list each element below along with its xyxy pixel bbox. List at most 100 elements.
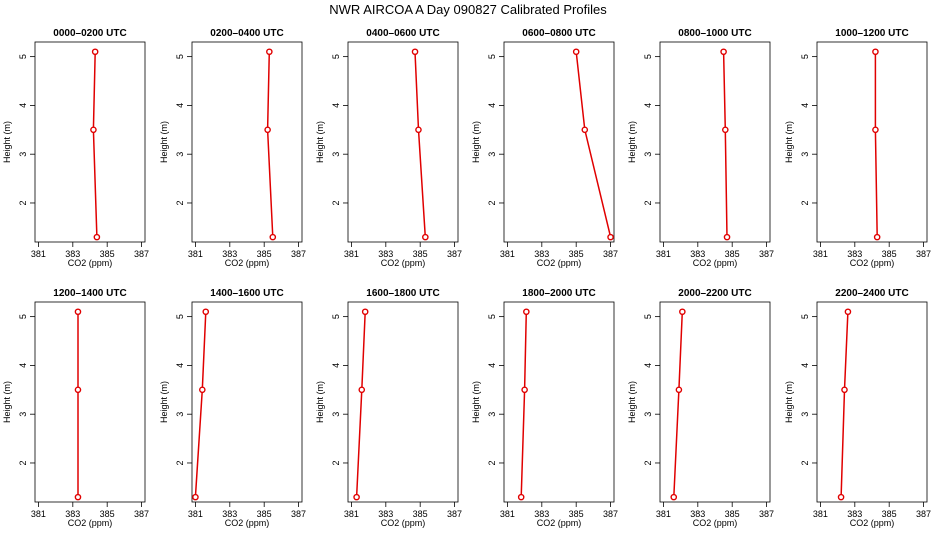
x-tick-label: 387: [447, 249, 462, 259]
y-tick-label: 4: [175, 103, 185, 108]
x-axis-label: CO2 (ppm): [537, 258, 582, 268]
profile-line: [874, 51, 878, 238]
data-point: [523, 308, 530, 316]
x-axis-label: CO2 (ppm): [693, 258, 738, 268]
y-axis-label: Height (m): [315, 381, 325, 423]
y-tick-label: 3: [175, 412, 185, 417]
panel-5: 0800–1000 UTC 381 383 385 387 2 3 4 5 CO2 (ppm) He…: [627, 28, 774, 268]
data-point: [422, 233, 429, 241]
x-tick-label: 385: [569, 249, 584, 259]
panel-title: 0400–0600 UTC: [366, 28, 439, 39]
panel-6: 1000–1200 UTC 381 383 385 387 2 3 4 5 CO2 (ppm) He…: [784, 28, 931, 268]
figure-title: NWR AIRCOA A Day 090827 Calibrated Profi…: [329, 2, 607, 17]
data-point: [723, 233, 731, 241]
x-tick-label: 385: [725, 509, 740, 519]
data-point: [872, 126, 879, 134]
plot-frame: [347, 301, 459, 503]
x-axis-label: CO2 (ppm): [68, 518, 113, 528]
panel-title: 1200–1400 UTC: [53, 288, 126, 299]
y-tick-label: 2: [18, 460, 28, 465]
y-tick-label: 3: [18, 412, 28, 417]
panel-title: 1600–1800 UTC: [366, 288, 439, 299]
x-axis-label: CO2 (ppm): [381, 518, 426, 528]
x-tick-label: 383: [378, 249, 393, 259]
x-axis-label: CO2 (ppm): [850, 518, 895, 528]
y-tick-label: 5: [331, 54, 341, 59]
panel-title: 0000–0200 UTC: [53, 28, 126, 39]
panel-title: 0200–0400 UTC: [210, 28, 283, 39]
data-point: [199, 386, 206, 394]
plot-frame: [659, 301, 771, 503]
panel-title: 0800–1000 UTC: [678, 28, 751, 39]
x-axis-label: CO2 (ppm): [693, 518, 738, 528]
y-tick-label: 3: [487, 152, 497, 157]
data-point: [353, 493, 360, 501]
x-tick-label: 381: [344, 249, 359, 259]
x-tick-label: 385: [882, 509, 897, 519]
y-tick-label: 5: [331, 314, 341, 319]
x-tick-label: 385: [882, 249, 897, 259]
y-tick-label: 2: [487, 460, 497, 465]
panel-1: 0000–0200 UTC 381 383 385 387 2 3 4 5 CO2 (ppm) He…: [2, 28, 149, 268]
panel-2: 0200–0400 UTC 381 383 385 387 2 3 4 5 CO2 (ppm) He…: [159, 28, 306, 268]
y-tick-label: 4: [331, 103, 341, 108]
profile-line: [840, 311, 849, 498]
data-point: [581, 126, 589, 134]
y-axis-label: Height (m): [627, 381, 637, 423]
x-tick-label: 387: [447, 509, 462, 519]
y-tick-label: 3: [331, 412, 341, 417]
y-tick-label: 4: [331, 363, 341, 368]
y-tick-label: 3: [18, 152, 28, 157]
y-axis-label: Height (m): [2, 121, 12, 163]
y-tick-label: 5: [643, 54, 653, 59]
x-tick-label: 385: [725, 249, 740, 259]
x-axis-label: CO2 (ppm): [850, 258, 895, 268]
y-tick-label: 3: [175, 152, 185, 157]
y-tick-label: 2: [643, 460, 653, 465]
data-point: [517, 493, 525, 501]
y-tick-label: 3: [643, 412, 653, 417]
data-point: [264, 126, 271, 134]
y-tick-label: 2: [331, 460, 341, 465]
y-tick-label: 4: [175, 363, 185, 368]
x-tick-label: 381: [656, 509, 671, 519]
panel-11: 2000–2200 UTC 381 383 385 387 2 3 4 5 CO2 (ppm) He…: [627, 288, 774, 528]
data-point: [202, 308, 210, 316]
x-tick-label: 381: [500, 509, 515, 519]
data-point: [607, 233, 614, 241]
x-tick-label: 387: [759, 249, 774, 259]
x-tick-label: 387: [291, 249, 306, 259]
data-point: [670, 493, 678, 501]
y-axis-label: Height (m): [784, 121, 794, 163]
x-tick-label: 381: [813, 509, 828, 519]
x-tick-label: 387: [916, 249, 931, 259]
plot-frame: [816, 41, 928, 243]
data-point: [873, 233, 881, 241]
x-tick-label: 387: [916, 509, 931, 519]
panel-title: 1800–2000 UTC: [522, 288, 595, 299]
x-tick-label: 387: [603, 249, 618, 259]
panels: 0000–0200 UTC 381 383 385 387 2 3 4 5 CO2 (ppm) He…: [2, 28, 931, 528]
x-tick-label: 383: [534, 249, 549, 259]
data-point: [269, 233, 277, 241]
panel-7: 1200–1400 UTC 381 383 385 387 2 3 4 5 CO2 (ppm) He…: [2, 288, 149, 528]
panel-3: 0400–0600 UTC 381 383 385 387 2 3 4 5 CO2 (ppm) He…: [315, 28, 462, 268]
panel-8: 1400–1600 UTC 381 383 385 387 2 3 4 5 CO2 (ppm) He…: [159, 288, 306, 528]
x-axis-label: CO2 (ppm): [537, 518, 582, 528]
plot-frame: [816, 301, 928, 503]
x-axis-label: CO2 (ppm): [381, 258, 426, 268]
y-tick-label: 3: [800, 412, 810, 417]
data-point: [872, 48, 879, 56]
data-point: [841, 386, 848, 394]
y-tick-label: 5: [18, 54, 28, 59]
panel-9: 1600–1800 UTC 381 383 385 387 2 3 4 5 CO2 (ppm) He…: [315, 288, 462, 528]
x-tick-label: 385: [100, 249, 115, 259]
data-point: [415, 126, 422, 134]
profile-line: [92, 51, 98, 238]
profile-line: [194, 311, 207, 498]
x-tick-label: 383: [534, 509, 549, 519]
panel-title: 2000–2200 UTC: [678, 288, 751, 299]
profile-line: [266, 51, 274, 238]
x-tick-label: 383: [847, 509, 862, 519]
